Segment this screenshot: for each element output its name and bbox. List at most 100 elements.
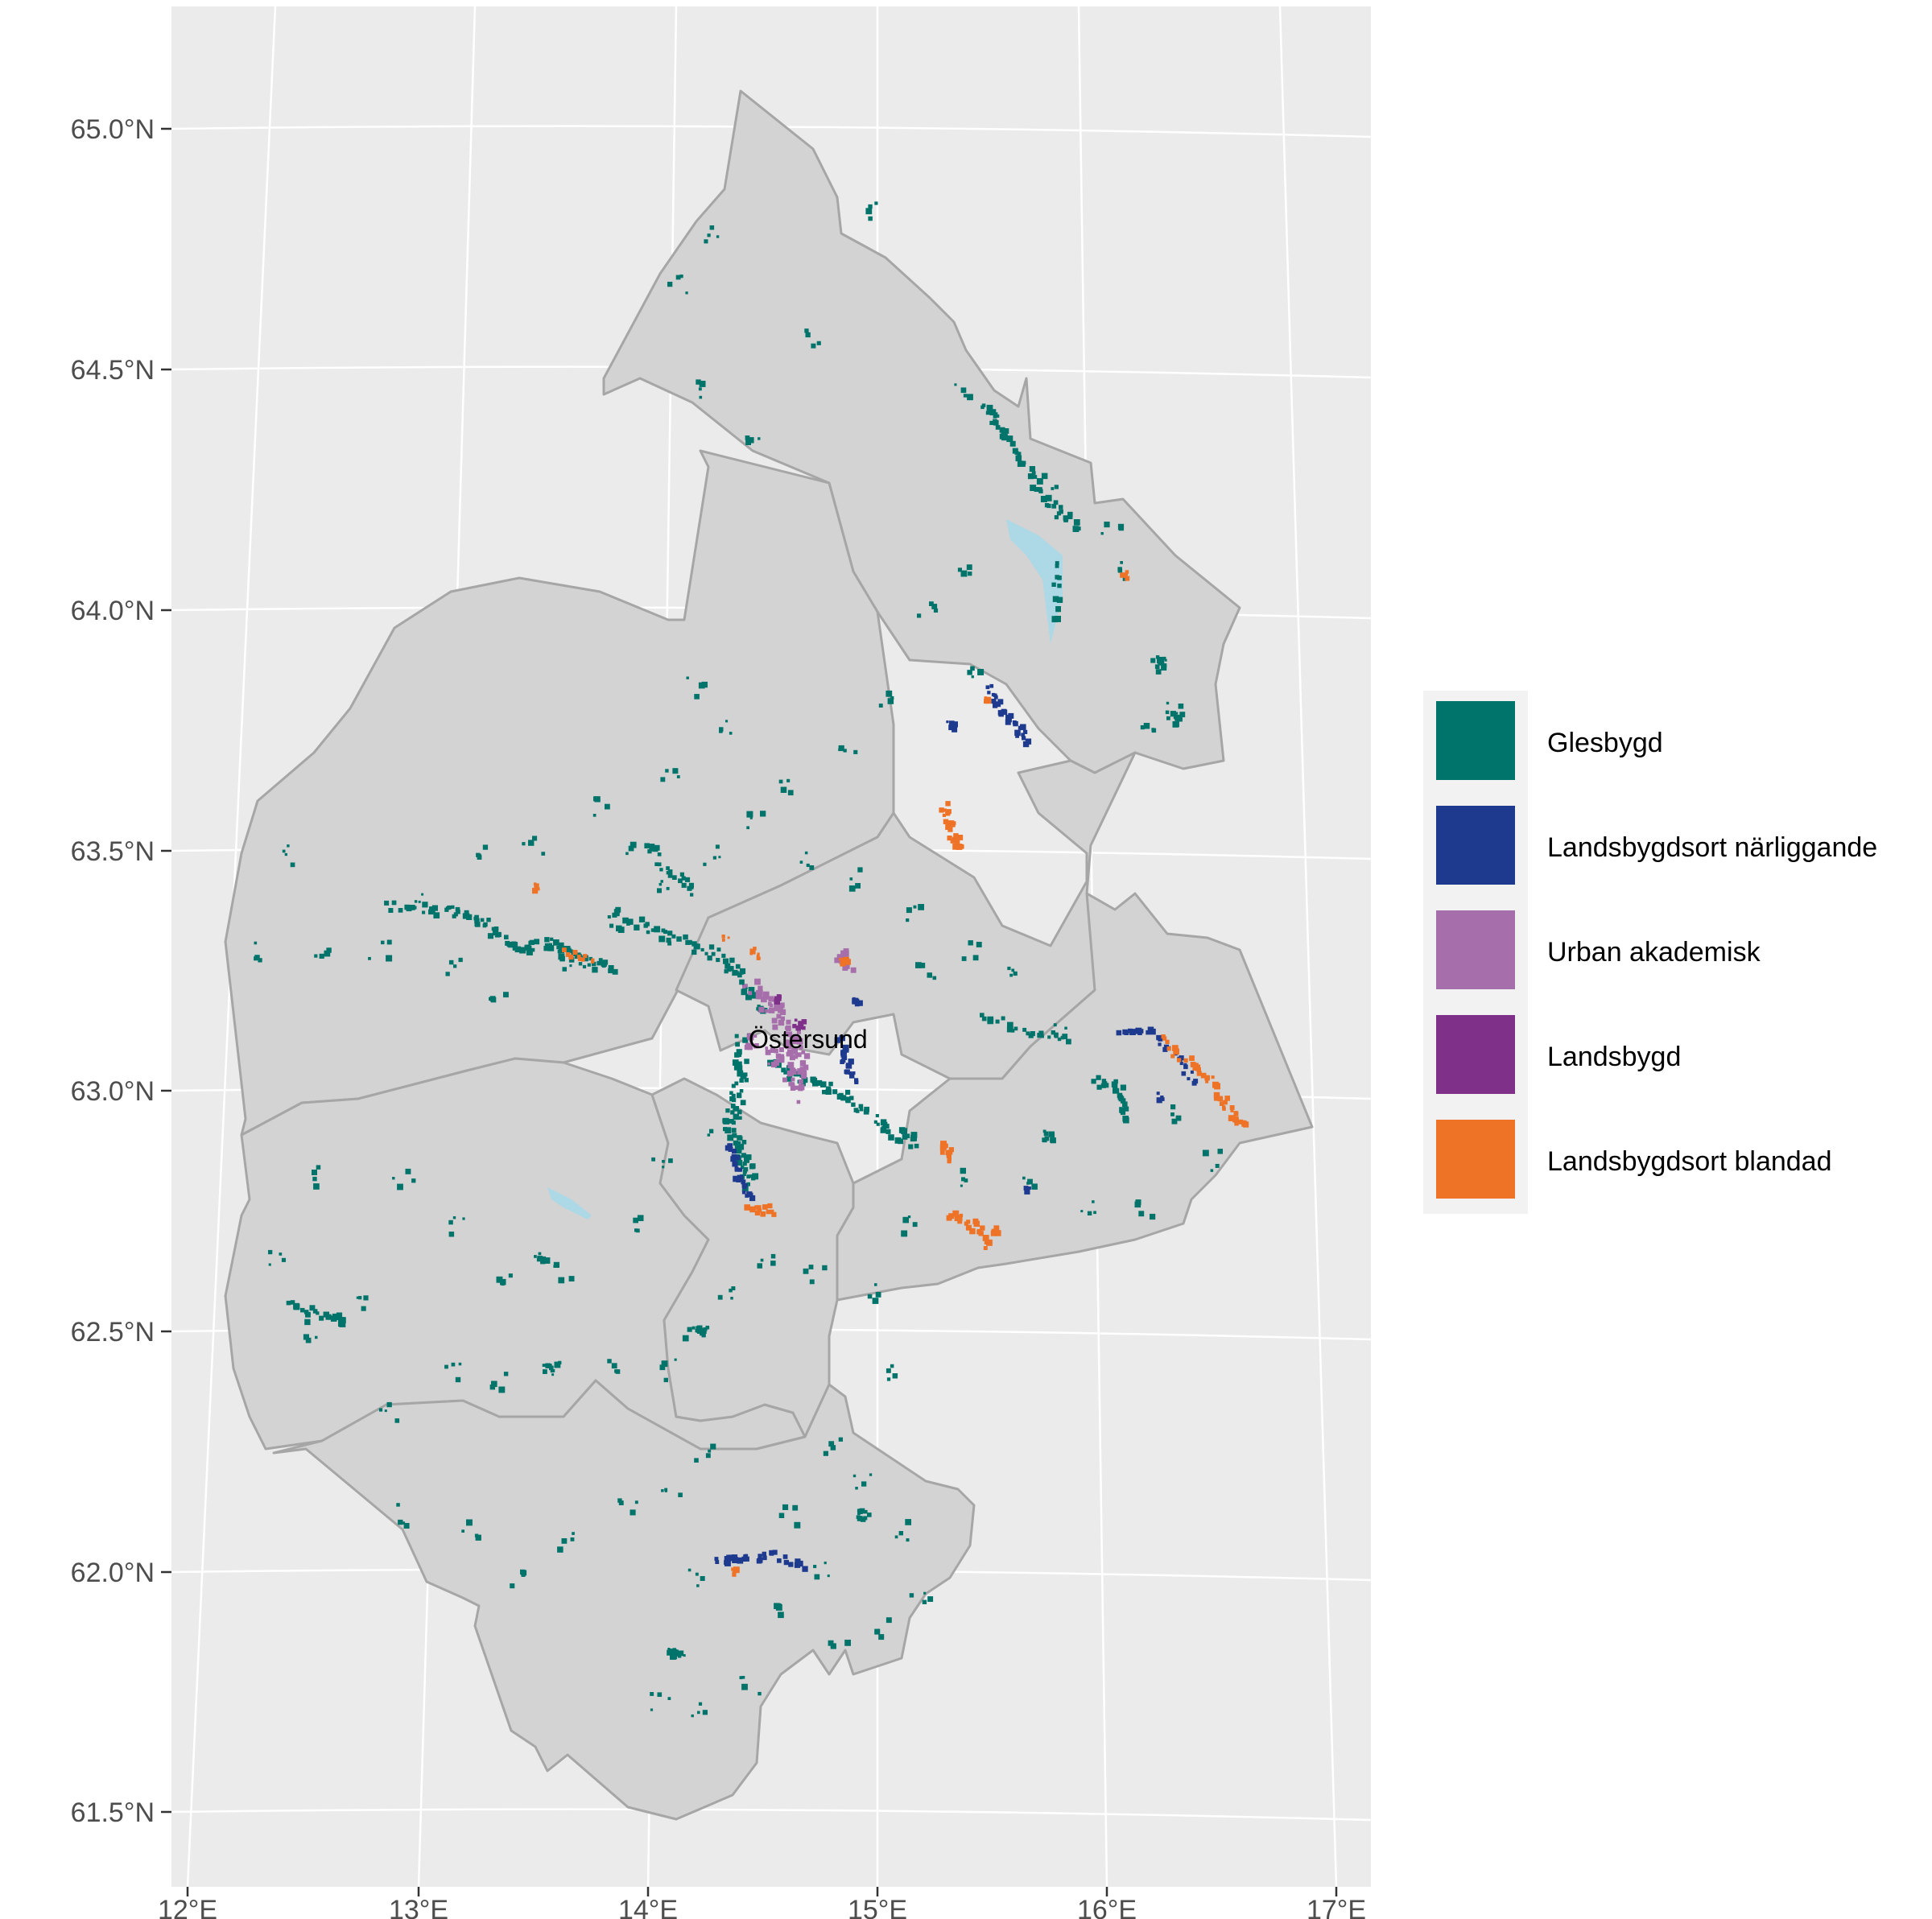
settlement-patch xyxy=(654,862,658,866)
settlement-patch xyxy=(729,1554,735,1561)
settlement-patch xyxy=(1053,500,1059,506)
settlement-patch xyxy=(510,1583,515,1589)
settlement-patch xyxy=(960,570,968,577)
settlement-patch xyxy=(735,964,741,969)
settlement-patch xyxy=(543,1257,551,1264)
settlement-patch xyxy=(709,225,715,230)
settlement-patch xyxy=(332,1313,339,1320)
settlement-patch xyxy=(943,808,947,812)
settlement-patch xyxy=(1001,434,1008,441)
settlement-patch xyxy=(452,1216,456,1219)
settlement-patch xyxy=(852,1474,857,1478)
parallel-61-5 xyxy=(171,1808,1372,1822)
settlement-patch xyxy=(363,1295,369,1301)
settlement-patch xyxy=(770,1253,776,1259)
settlement-patch xyxy=(1040,496,1047,502)
settlement-patch xyxy=(769,1550,774,1555)
settlement-patch xyxy=(943,1143,948,1149)
settlement-patch xyxy=(741,1179,746,1185)
settlement-patch xyxy=(867,1294,873,1299)
settlement-patch xyxy=(852,999,856,1003)
settlement-patch xyxy=(749,948,756,955)
settlement-patch xyxy=(741,1075,746,1079)
settlement-patch xyxy=(429,906,436,913)
settlement-patch xyxy=(731,1120,736,1125)
settlement-patch xyxy=(568,949,573,954)
settlement-patch xyxy=(765,1050,771,1055)
settlement-patch xyxy=(356,1296,359,1299)
settlement-patch xyxy=(506,942,512,947)
settlement-patch xyxy=(1211,1075,1215,1079)
settlement-patch xyxy=(536,887,540,891)
settlement-patch xyxy=(1189,1055,1195,1061)
settlement-patch xyxy=(501,1281,505,1286)
settlement-patch xyxy=(529,939,535,945)
settlement-patch xyxy=(812,1080,819,1087)
settlement-patch xyxy=(788,1562,794,1567)
settlement-patch xyxy=(254,941,258,945)
settlement-patch xyxy=(845,1063,850,1069)
settlement-patch xyxy=(946,809,952,815)
settlement-patch xyxy=(840,1058,846,1063)
settlement-patch xyxy=(845,1096,851,1102)
settlement-patch xyxy=(690,885,694,889)
settlement-patch xyxy=(1156,1097,1162,1104)
settlement-patch xyxy=(849,877,853,881)
settlement-patch xyxy=(1062,1034,1068,1039)
settlement-patch xyxy=(1242,1121,1249,1128)
settlement-patch xyxy=(704,951,708,955)
settlement-patch xyxy=(671,934,676,939)
settlement-patch xyxy=(803,1077,808,1083)
settlement-patch xyxy=(957,1219,963,1224)
settlement-patch xyxy=(727,1134,734,1141)
settlement-patch xyxy=(828,1441,835,1447)
settlement-patch xyxy=(794,1018,798,1022)
settlement-patch xyxy=(852,1071,856,1075)
settlement-patch xyxy=(1161,664,1167,671)
settlement-patch xyxy=(762,1204,768,1210)
settlement-patch xyxy=(742,1172,746,1176)
settlement-patch xyxy=(634,1500,638,1504)
settlement-patch xyxy=(995,1230,1001,1236)
settlement-patch xyxy=(545,1363,551,1368)
settlement-patch xyxy=(682,1335,689,1342)
settlement-patch xyxy=(839,1034,845,1042)
settlement-patch xyxy=(948,1147,954,1153)
settlement-patch xyxy=(268,1249,273,1255)
settlement-patch xyxy=(809,1279,815,1285)
settlement-patch xyxy=(792,1034,799,1040)
settlement-patch xyxy=(824,1562,827,1565)
settlement-patch xyxy=(1195,1067,1200,1071)
settlement-patch xyxy=(607,1359,612,1364)
settlement-patch xyxy=(801,1019,807,1025)
settlement-patch xyxy=(749,1174,753,1178)
settlement-patch xyxy=(709,1129,714,1133)
settlement-patch xyxy=(802,1566,808,1572)
settlement-patch xyxy=(993,1225,1000,1232)
settlement-patch xyxy=(1160,1097,1165,1101)
settlement-patch xyxy=(731,1567,735,1571)
legend-swatch xyxy=(1436,806,1515,885)
settlement-patch xyxy=(386,939,392,945)
settlement-patch xyxy=(666,866,670,870)
settlement-patch xyxy=(774,998,780,1005)
settlement-patch xyxy=(727,968,732,972)
settlement-patch xyxy=(1113,1087,1120,1094)
settlement-patch xyxy=(729,957,735,964)
settlement-patch xyxy=(326,947,332,953)
settlement-patch xyxy=(700,1576,705,1581)
settlement-patch xyxy=(719,727,724,732)
x-tick xyxy=(186,1887,1338,1896)
settlement-patch xyxy=(737,1557,744,1564)
settlement-patch xyxy=(788,1082,793,1087)
settlement-patch xyxy=(572,1532,575,1535)
settlement-patch xyxy=(612,912,617,918)
settlement-patch xyxy=(989,420,994,425)
settlement-patch xyxy=(939,807,944,813)
y-tick-label: 61.5°N xyxy=(71,1797,155,1828)
settlement-patch xyxy=(486,918,491,922)
settlement-patch xyxy=(913,905,917,909)
settlement-patch xyxy=(744,1556,749,1562)
settlement-patch xyxy=(851,1102,856,1107)
settlement-patch xyxy=(1055,616,1061,622)
